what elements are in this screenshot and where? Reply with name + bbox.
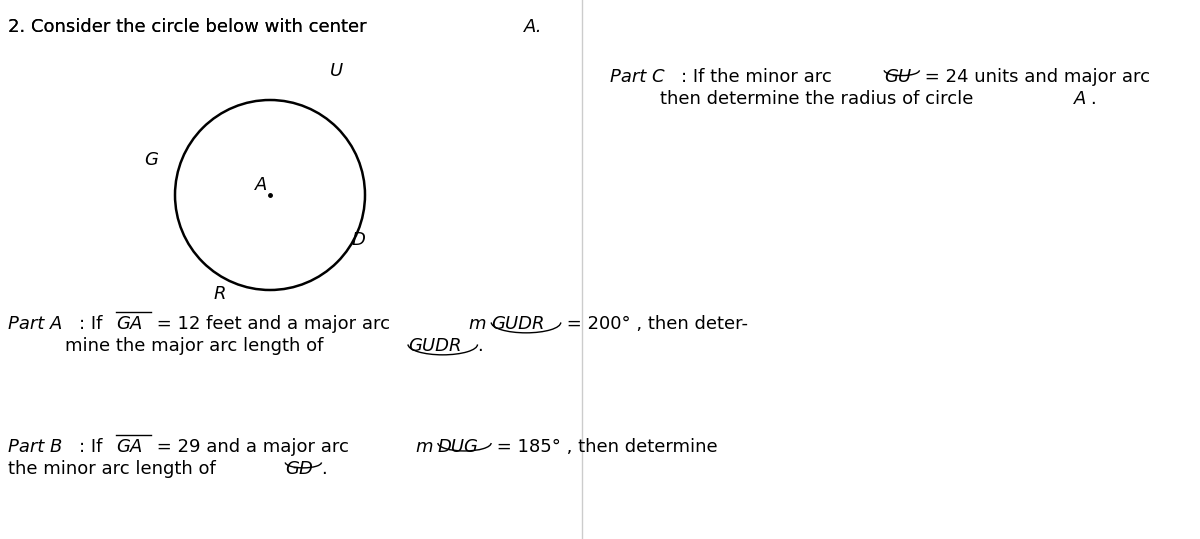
Text: = 24 units and major arc: = 24 units and major arc bbox=[919, 68, 1156, 86]
Text: = 200° , then deter-: = 200° , then deter- bbox=[560, 315, 748, 333]
Text: GA: GA bbox=[116, 315, 143, 333]
Text: Part C: Part C bbox=[610, 68, 665, 86]
Text: DUG: DUG bbox=[438, 438, 479, 456]
Text: : If the minor arc: : If the minor arc bbox=[680, 68, 838, 86]
Text: Part B: Part B bbox=[8, 438, 62, 456]
Text: = 12 feet and a major arc: = 12 feet and a major arc bbox=[151, 315, 396, 333]
Text: GA: GA bbox=[116, 438, 143, 456]
Text: A: A bbox=[1074, 90, 1087, 108]
Text: R: R bbox=[214, 285, 227, 303]
Text: 2. Consider the circle below with center: 2. Consider the circle below with center bbox=[8, 18, 372, 36]
Text: GUDR: GUDR bbox=[408, 337, 462, 355]
Text: Part A: Part A bbox=[8, 315, 62, 333]
Text: = 29 and a major arc: = 29 and a major arc bbox=[151, 438, 354, 456]
Text: : If: : If bbox=[79, 315, 108, 333]
Text: m: m bbox=[415, 438, 433, 456]
Text: mine the major arc length of: mine the major arc length of bbox=[65, 337, 329, 355]
Text: .: . bbox=[1091, 90, 1097, 108]
Text: 2. Consider the circle below with center: 2. Consider the circle below with center bbox=[8, 18, 372, 36]
Text: A.: A. bbox=[523, 18, 542, 36]
Text: GU: GU bbox=[884, 68, 911, 86]
Text: D: D bbox=[352, 231, 366, 249]
Text: G: G bbox=[144, 151, 158, 169]
Text: the minor arc length of: the minor arc length of bbox=[8, 460, 222, 478]
Text: GD: GD bbox=[286, 460, 313, 478]
Text: then determine the radius of circle: then determine the radius of circle bbox=[660, 90, 979, 108]
Text: U: U bbox=[330, 62, 343, 80]
Text: : If: : If bbox=[79, 438, 108, 456]
Text: .: . bbox=[322, 460, 328, 478]
Text: A: A bbox=[256, 176, 268, 194]
Text: = 185° , then determine: = 185° , then determine bbox=[491, 438, 718, 456]
Text: .: . bbox=[478, 337, 484, 355]
Text: GUDR: GUDR bbox=[491, 315, 545, 333]
Text: m: m bbox=[468, 315, 486, 333]
